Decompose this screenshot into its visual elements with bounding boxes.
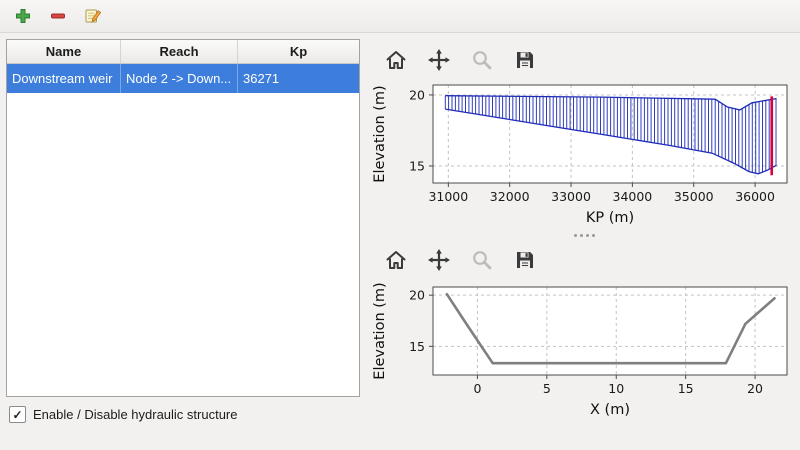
enable-structure-row: ✓ Enable / Disable hydraulic structure [6,406,362,423]
cross-section-plot-panel: 0 5 10 15 20 15 20 X (m) Elevation (m) [369,241,800,421]
minus-icon [51,13,65,19]
svg-text:20: 20 [409,288,425,303]
svg-text:15: 15 [678,381,694,396]
checkbox-label: Enable / Disable hydraulic structure [33,407,238,422]
column-header-kp[interactable]: Kp [289,44,308,59]
svg-text:KP (m): KP (m) [586,210,634,226]
svg-text:Elevation (m): Elevation (m) [372,282,388,379]
profile-plot-panel: 31000 32000 33000 34000 35000 36000 15 20 KP (m)… [369,41,800,229]
pan-button[interactable] [424,45,454,75]
table-header: Name Reach Kp [7,40,359,64]
plot-toolbar [369,241,800,279]
cell-kp: 36271 [243,71,280,86]
save-button[interactable] [510,245,540,275]
main-content: Name Reach Kp Downstream weir Node 2 -> … [0,33,800,450]
profile-plot-canvas[interactable]: 31000 32000 33000 34000 35000 36000 15 20 KP (m)… [369,79,800,229]
plot-toolbar [369,41,800,79]
svg-text:15: 15 [409,158,425,173]
structures-table: Name Reach Kp Downstream weir Node 2 -> … [6,39,360,397]
cell-name: Downstream weir [7,64,121,93]
save-icon [517,252,533,268]
pan-icon [428,249,450,271]
home-icon [386,251,406,269]
save-button[interactable] [510,45,540,75]
add-structure-button[interactable] [10,3,36,29]
save-icon [517,52,533,68]
svg-text:0: 0 [473,381,481,396]
table-empty-area [7,93,359,396]
svg-text:5: 5 [543,381,551,396]
cross-section-plot-canvas[interactable]: 0 5 10 15 20 15 20 X (m) Elevation (m) [369,279,800,421]
cell-reach: Node 2 -> Down... [121,64,238,93]
zoom-icon [473,251,492,270]
check-icon: ✓ [12,407,23,422]
svg-text:10: 10 [608,381,624,396]
home-button[interactable] [381,45,411,75]
zoom-button[interactable] [467,245,497,275]
svg-text:32000: 32000 [490,189,530,204]
column-header-reach[interactable]: Reach [121,40,238,63]
pan-icon [428,49,450,71]
remove-structure-button[interactable] [45,3,71,29]
zoom-button[interactable] [467,45,497,75]
svg-text:36000: 36000 [735,189,775,204]
svg-text:X (m): X (m) [590,402,630,418]
right-pane: 31000 32000 33000 34000 35000 36000 15 20 KP (m)… [365,33,800,450]
panel-splitter[interactable] [369,229,800,241]
left-pane: Name Reach Kp Downstream weir Node 2 -> … [0,33,365,450]
main-toolbar [0,0,800,33]
svg-text:34000: 34000 [613,189,653,204]
column-header-name[interactable]: Name [7,40,121,63]
svg-text:20: 20 [409,87,425,102]
svg-text:31000: 31000 [428,189,468,204]
edit-icon [85,9,102,23]
pan-button[interactable] [424,245,454,275]
table-row[interactable]: Downstream weir Node 2 -> Down... 36271 [7,64,359,93]
svg-text:20: 20 [747,381,763,396]
enable-structure-checkbox[interactable]: ✓ [9,406,26,423]
svg-text:33000: 33000 [551,189,591,204]
svg-text:35000: 35000 [674,189,714,204]
plus-icon [16,9,30,23]
home-icon [386,51,406,69]
svg-text:15: 15 [409,339,425,354]
svg-text:Elevation (m): Elevation (m) [372,85,388,182]
edit-structure-button[interactable] [80,3,106,29]
zoom-icon [473,51,492,70]
home-button[interactable] [381,245,411,275]
